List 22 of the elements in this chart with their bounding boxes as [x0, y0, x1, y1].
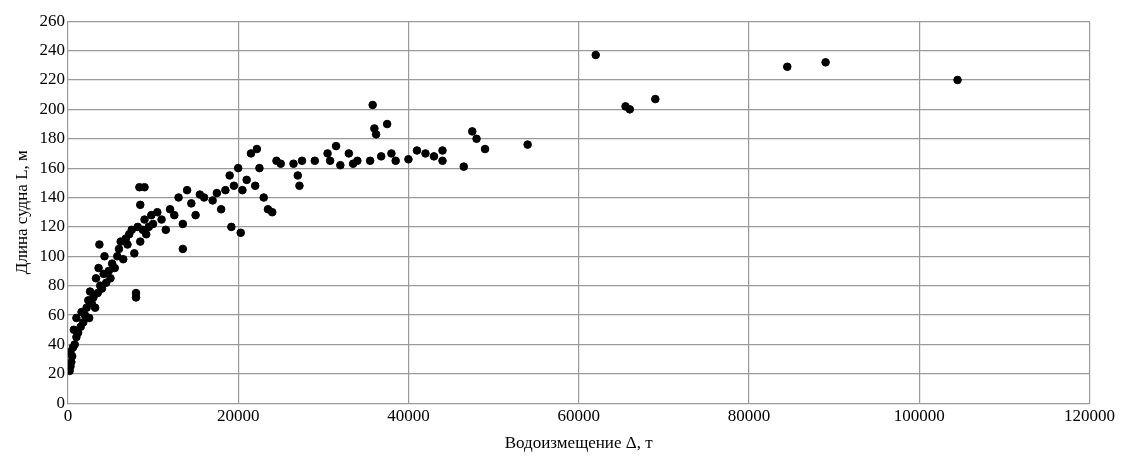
x-tick-label: 60000: [557, 405, 600, 425]
y-tick-label: 20: [47, 363, 65, 383]
y-tick-label: 120: [39, 216, 65, 236]
x-tick-label: 120000: [1064, 405, 1115, 425]
x-tick-label: 80000: [727, 405, 771, 425]
y-tick-label: 200: [39, 98, 65, 118]
y-tick-label: 0: [56, 392, 65, 412]
y-tick-label: 180: [39, 128, 65, 148]
x-axis-title: Водоизмещение Δ, т: [504, 433, 654, 453]
y-tick-label: 160: [39, 157, 65, 177]
y-tick-label: 240: [39, 40, 65, 60]
x-tick-label: 40000: [387, 405, 430, 425]
x-tick-label: 20000: [216, 405, 260, 425]
y-tick-label: 80: [47, 275, 65, 295]
y-axis-title: Длина судна L, м: [11, 149, 31, 275]
y-tick-label: 140: [39, 186, 65, 206]
y-tick-label: 60: [47, 304, 65, 324]
y-tick-label: 100: [39, 245, 65, 265]
y-tick-label: 40: [47, 333, 65, 353]
y-tick-label: 260: [39, 10, 65, 30]
y-tick-label: 220: [39, 69, 65, 89]
x-tick-label: 100000: [893, 405, 945, 425]
